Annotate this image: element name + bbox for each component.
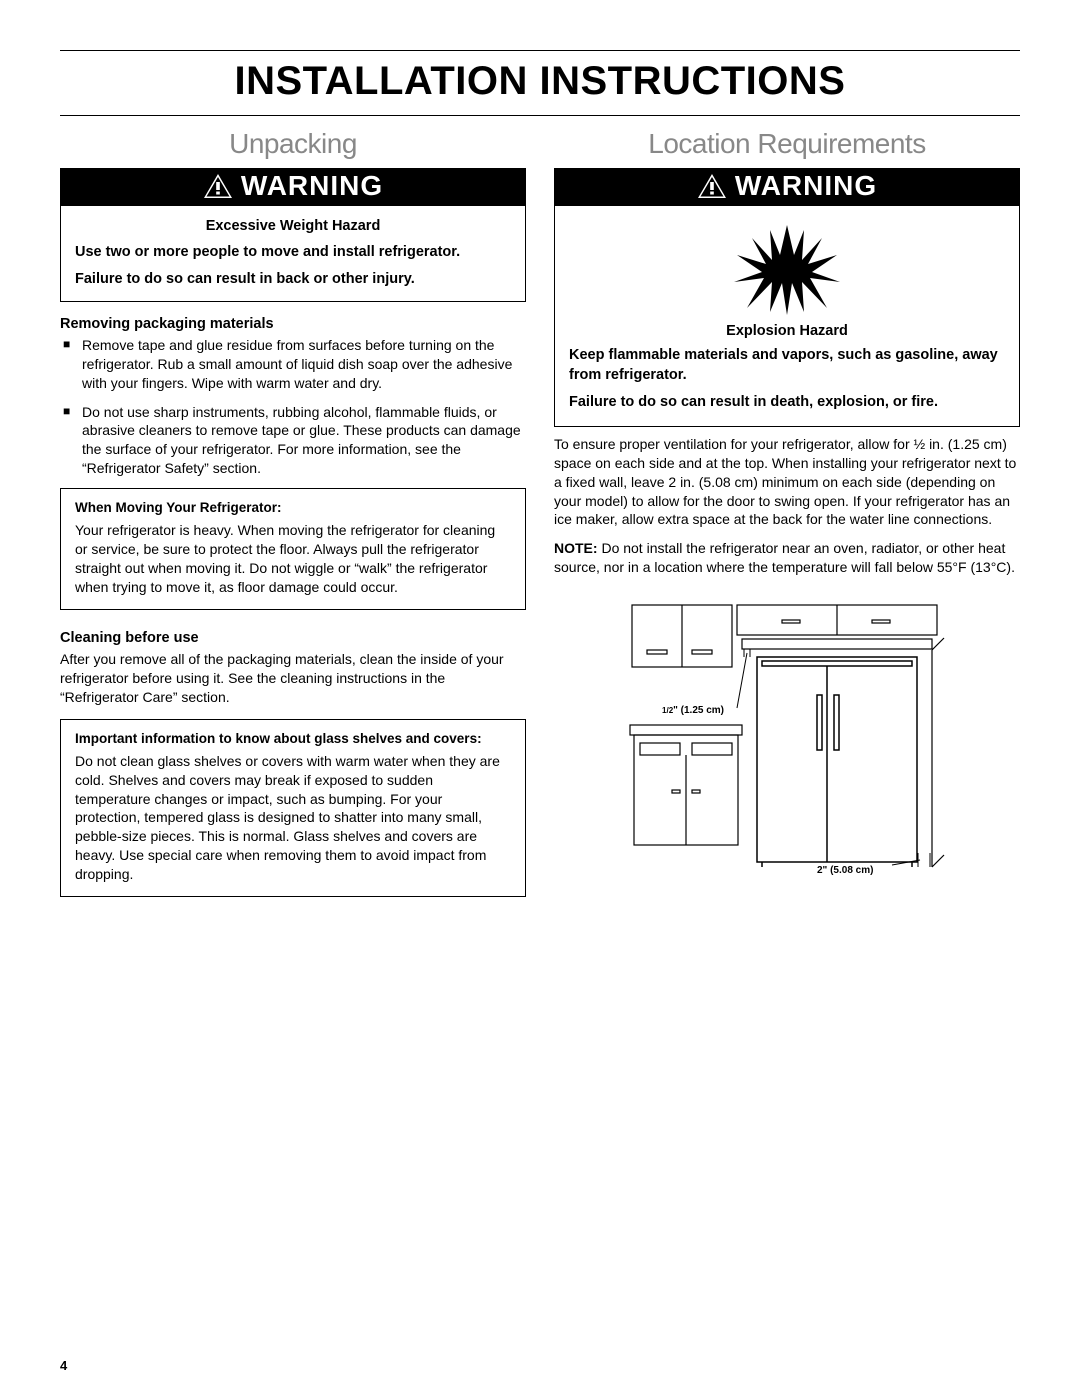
page-number: 4 xyxy=(60,1358,67,1373)
content-columns: Unpacking WARNING Excessive Weight Hazar… xyxy=(60,128,1020,897)
glass-title: Important information to know about glas… xyxy=(75,730,511,748)
explosion-line2: Failure to do so can result in death, ex… xyxy=(569,392,1005,412)
explosion-hazard-title: Explosion Hazard xyxy=(569,323,1005,339)
bullet-item: Remove tape and glue residue from surfac… xyxy=(60,336,526,393)
svg-text:1/2" (1.25 cm): 1/2" (1.25 cm) xyxy=(662,705,724,716)
cleaning-body: After you remove all of the packaging ma… xyxy=(60,650,526,707)
note-body: Do not install the refrigerator near an … xyxy=(554,540,1015,575)
moving-info-box: When Moving Your Refrigerator: Your refr… xyxy=(60,488,526,610)
note-label: NOTE: xyxy=(554,540,598,556)
location-title: Location Requirements xyxy=(554,128,1020,160)
explosion-icon xyxy=(732,220,842,315)
warning-label: WARNING xyxy=(241,170,383,202)
alert-triangle-icon xyxy=(697,173,727,199)
alert-triangle-icon xyxy=(203,173,233,199)
bullet-item: Do not use sharp instruments, rubbing al… xyxy=(60,403,526,479)
warning-bar-right: WARNING xyxy=(554,168,1020,206)
installation-diagram: 1/2" (1.25 cm) 2" (5.08 cm) xyxy=(554,595,1020,875)
weight-hazard-line1: Use two or more people to move and insta… xyxy=(75,244,460,260)
warning-label: WARNING xyxy=(735,170,877,202)
weight-hazard-title: Excessive Weight Hazard xyxy=(206,218,381,234)
moving-title: When Moving Your Refrigerator: xyxy=(75,499,511,517)
unpacking-title: Unpacking xyxy=(60,128,526,160)
cleaning-head: Cleaning before use xyxy=(60,630,526,646)
diag-bottom-label: 2" (5.08 cm) xyxy=(817,865,873,875)
left-column: Unpacking WARNING Excessive Weight Hazar… xyxy=(60,128,526,897)
removing-head: Removing packaging materials xyxy=(60,316,526,332)
note-line: NOTE: Do not install the refrigerator ne… xyxy=(554,539,1020,577)
glass-body: Do not clean glass shelves or covers wit… xyxy=(75,752,511,884)
glass-info-box: Important information to know about glas… xyxy=(60,719,526,897)
explosion-hazard-box: Explosion Hazard Keep flammable material… xyxy=(554,206,1020,427)
page-title: INSTALLATION INSTRUCTIONS xyxy=(60,50,1020,116)
weight-hazard-box: Excessive Weight Hazard Use two or more … xyxy=(60,206,526,302)
ventilation-body: To ensure proper ventilation for your re… xyxy=(554,435,1020,529)
moving-body: Your refrigerator is heavy. When moving … xyxy=(75,521,511,597)
explosion-line1: Keep flammable materials and vapors, suc… xyxy=(569,345,1005,386)
warning-bar-left: WARNING xyxy=(60,168,526,206)
weight-hazard-line2: Failure to do so can result in back or o… xyxy=(75,271,415,287)
diag-top-rest: " (1.25 cm) xyxy=(673,705,724,716)
removing-bullets: Remove tape and glue residue from surfac… xyxy=(60,336,526,478)
right-column: Location Requirements WARNING xyxy=(554,128,1020,897)
